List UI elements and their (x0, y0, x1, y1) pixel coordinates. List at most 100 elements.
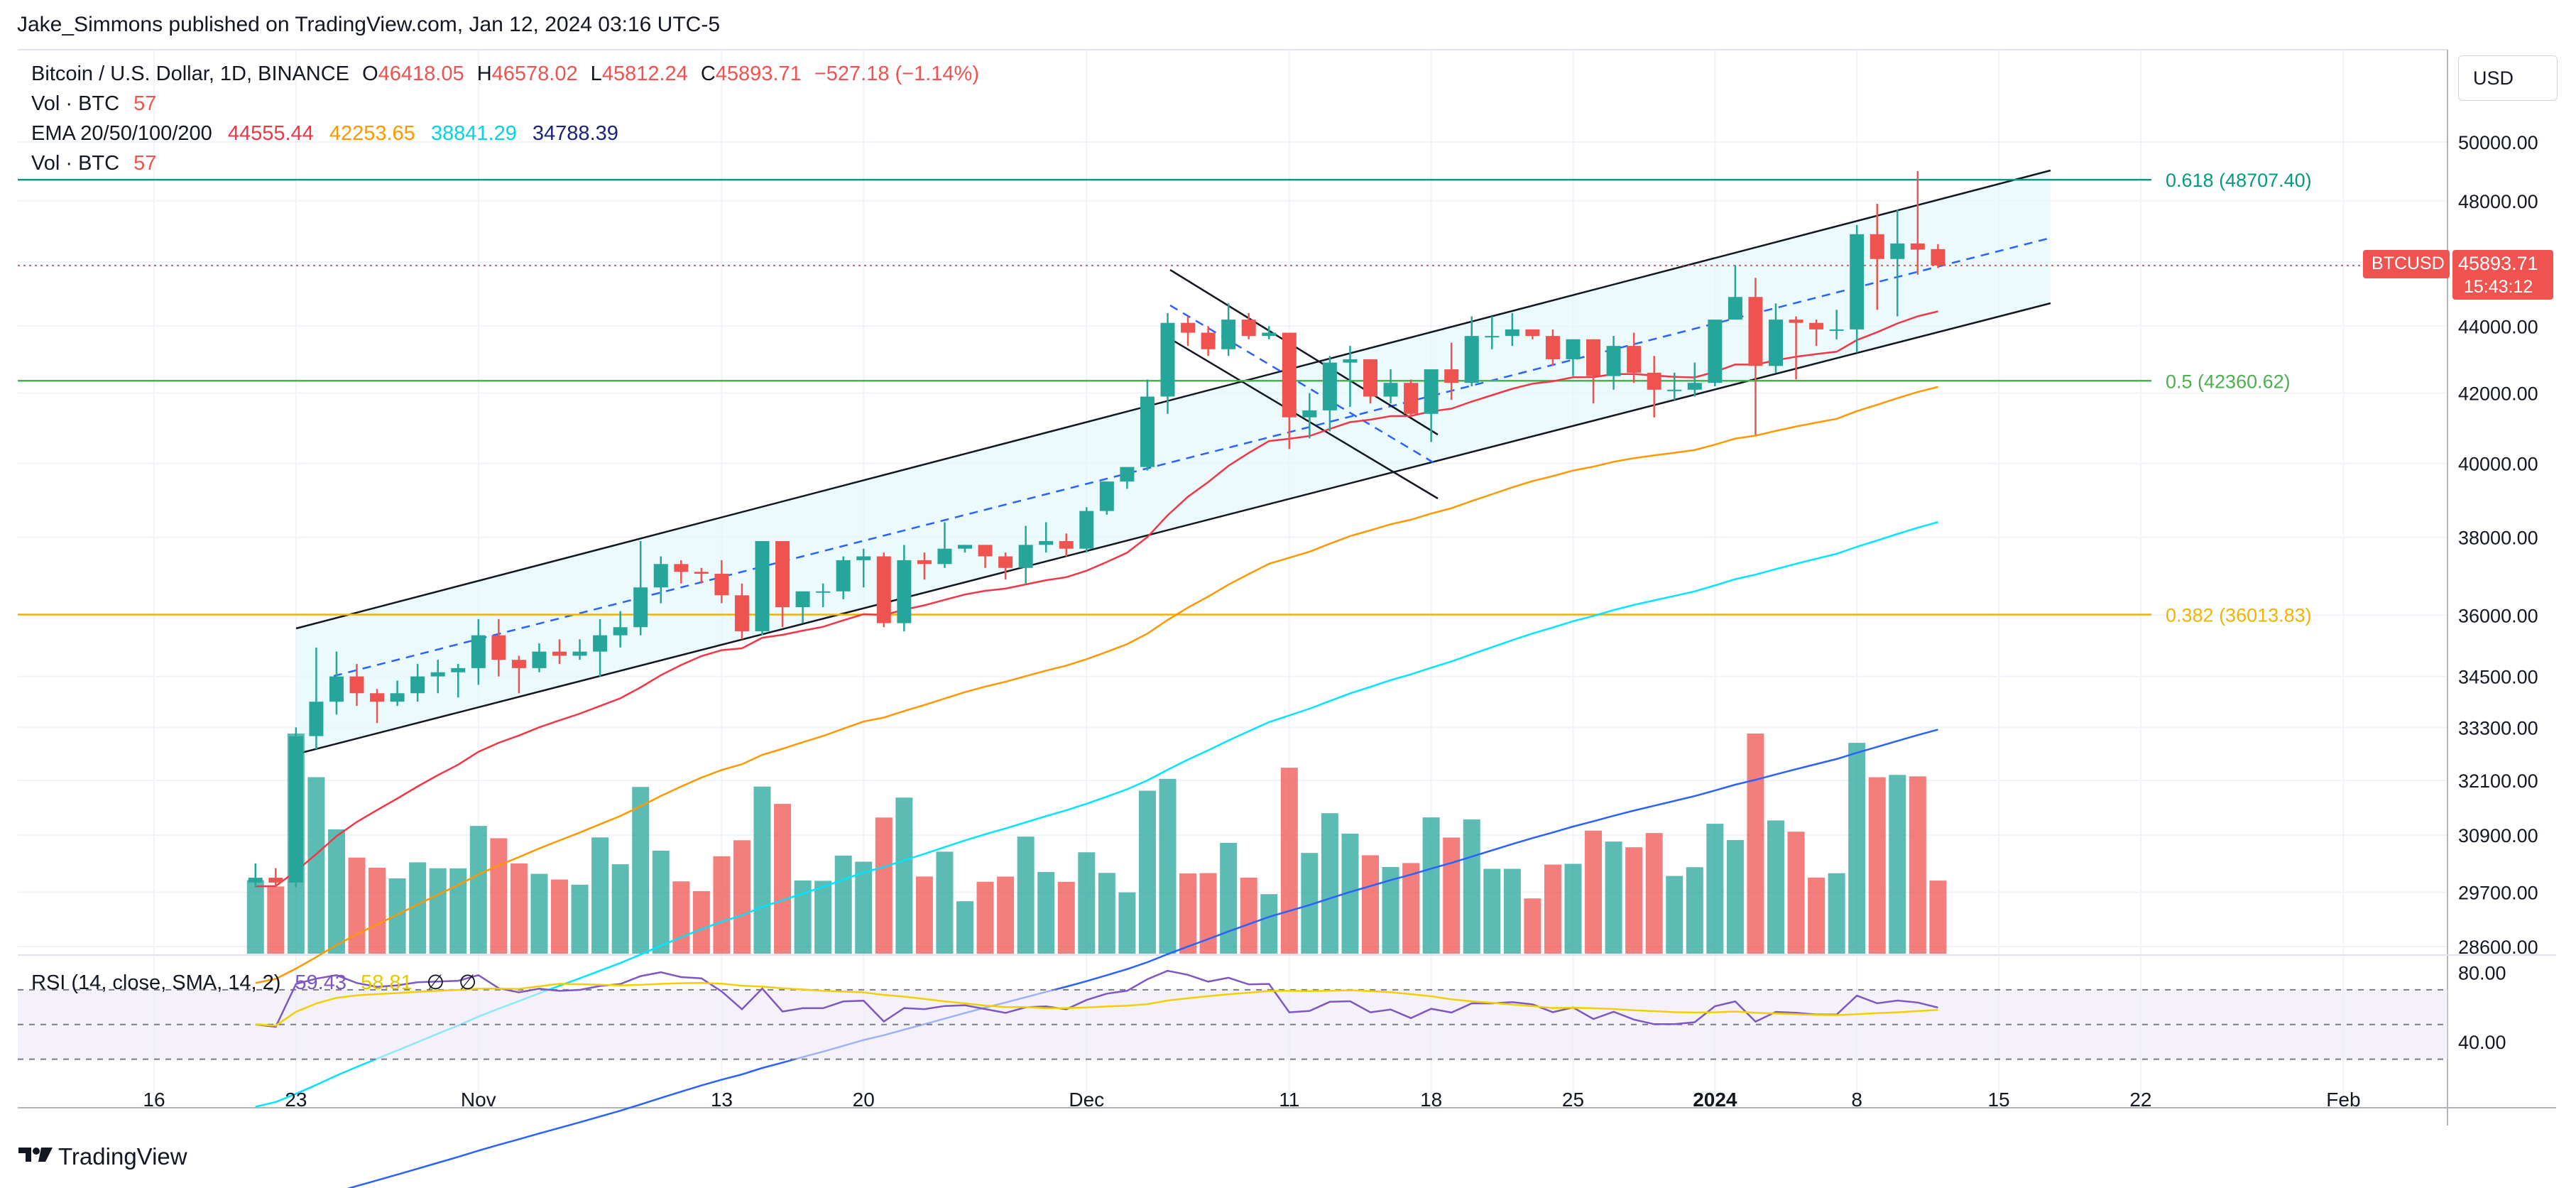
ema-legend[interactable]: EMA 20/50/100/200 44555.44 42253.65 3884… (31, 122, 618, 146)
candle-body (1910, 243, 1925, 250)
symbol-name: Bitcoin / U.S. Dollar, 1D, BINANCE (31, 62, 350, 85)
volume-bar (246, 880, 264, 954)
candle-body (430, 672, 445, 677)
rsi-line (255, 969, 1938, 1028)
volume-bar (1057, 881, 1075, 954)
candle-body (917, 560, 932, 565)
volume-bar (530, 873, 548, 954)
volume-legend[interactable]: Vol · BTC 57 (31, 92, 156, 116)
candle-body (1464, 336, 1479, 383)
price-axis-label: 44000.00 (2458, 316, 2538, 337)
volume-legend-2[interactable]: Vol · BTC 57 (31, 152, 156, 175)
ohlc-low-value: 45812.24 (601, 62, 688, 85)
price-axis-label: 40000.00 (2458, 454, 2538, 475)
volume-bar (388, 878, 406, 954)
volume-bar (1098, 873, 1115, 954)
volume-bar (753, 786, 771, 954)
ema20-value: 44555.44 (227, 122, 314, 145)
ohlc-low-label: L (590, 62, 602, 85)
candle-body (998, 556, 1013, 568)
candle-body (451, 667, 466, 672)
volume-bar (774, 804, 792, 954)
currency-label: USD (2473, 67, 2514, 89)
volume-bar (510, 863, 528, 954)
volume-bar (1868, 777, 1886, 954)
candle-body (816, 591, 831, 593)
candle-body (1687, 383, 1702, 390)
candle-body (491, 635, 506, 660)
candle-body (734, 595, 749, 631)
candlesticks (248, 170, 1945, 888)
candle-body (1343, 359, 1358, 363)
volume-bar (1889, 775, 1906, 954)
volume-bar (915, 876, 933, 954)
candle-body (958, 545, 972, 549)
rsi-value: 59.43 (295, 971, 346, 994)
tradingview-logo[interactable] (17, 1145, 54, 1165)
volume-bar (327, 829, 345, 954)
volume-bar (956, 901, 973, 954)
candle-body (1850, 234, 1865, 329)
footer-brand[interactable]: TradingView (58, 1143, 187, 1170)
time-axis-label: Dec (1069, 1089, 1104, 1111)
time-axis-label: 18 (1420, 1089, 1442, 1111)
volume-bar (976, 881, 994, 954)
price-axis-label: 50000.00 (2458, 132, 2538, 153)
price-axis-label: 32100.00 (2458, 770, 2538, 792)
candle-body (1890, 243, 1905, 259)
volume-bar (1503, 868, 1521, 954)
volume-bar (733, 840, 751, 954)
candle-body (1525, 329, 1540, 337)
symbol-legend[interactable]: Bitcoin / U.S. Dollar, 1D, BINANCE O4641… (31, 62, 979, 86)
ema200-value: 34788.39 (532, 122, 618, 145)
rsi-label: RSI (14, close, SMA, 14, 2) (31, 971, 281, 994)
volume-value-2: 57 (133, 152, 157, 175)
volume-bar (1402, 863, 1420, 954)
volume-bar (1808, 877, 1825, 954)
price-axis-label: 30900.00 (2458, 825, 2538, 846)
price-tag-value: 45893.71 (2458, 253, 2538, 274)
rsi-legend[interactable]: RSI (14, close, SMA, 14, 2) 59.43 58.81 … (31, 970, 476, 995)
candle-body (1444, 369, 1459, 383)
channel-midline (333, 236, 2051, 677)
candle-body (511, 660, 526, 668)
volume-bar (855, 861, 873, 954)
volume-bar (936, 851, 954, 954)
ohlc-open-label: O (362, 62, 378, 85)
price-axis-label: 34500.00 (2458, 667, 2538, 688)
candle-body (674, 564, 689, 572)
time-axis-label: Nov (461, 1089, 496, 1111)
candle-body (1363, 359, 1377, 397)
rsi-axis-label: 40.00 (2458, 1032, 2506, 1053)
volume-bar (875, 817, 893, 954)
candle-body (1404, 383, 1419, 414)
volume-bar (591, 837, 609, 954)
currency-button[interactable] (2458, 55, 2558, 101)
volume-bar (1037, 871, 1055, 954)
volume-bar (1280, 768, 1298, 954)
fib-level-label: 0.618 (48707.40) (2166, 170, 2312, 191)
volume-bar (834, 855, 852, 954)
candle-body (1566, 339, 1581, 359)
candle-body (1748, 297, 1763, 366)
volume-bar (1138, 790, 1156, 954)
candle-body (572, 651, 587, 656)
time-axis-label: 11 (1279, 1089, 1299, 1111)
price-axis-label: 33300.00 (2458, 717, 2538, 739)
volume-bar (490, 838, 508, 954)
channel-lower-line (295, 302, 2051, 756)
ohlc-change: −527.18 (−1.14%) (814, 62, 979, 85)
candle-body (309, 702, 324, 736)
volume-bar (1321, 813, 1338, 954)
candle-body (1647, 372, 1661, 390)
candle-body (1809, 322, 1824, 329)
rsi-na-2: ∅ (459, 971, 477, 994)
candle-body (1586, 339, 1601, 376)
time-axis-label: 23 (285, 1089, 307, 1111)
volume-bar (1747, 734, 1764, 954)
volume-bar (1787, 832, 1805, 954)
tradingview-logo-icon (18, 1148, 53, 1162)
symbol-tag-label: BTCUSD (2372, 254, 2445, 273)
volume-value: 57 (133, 92, 157, 115)
